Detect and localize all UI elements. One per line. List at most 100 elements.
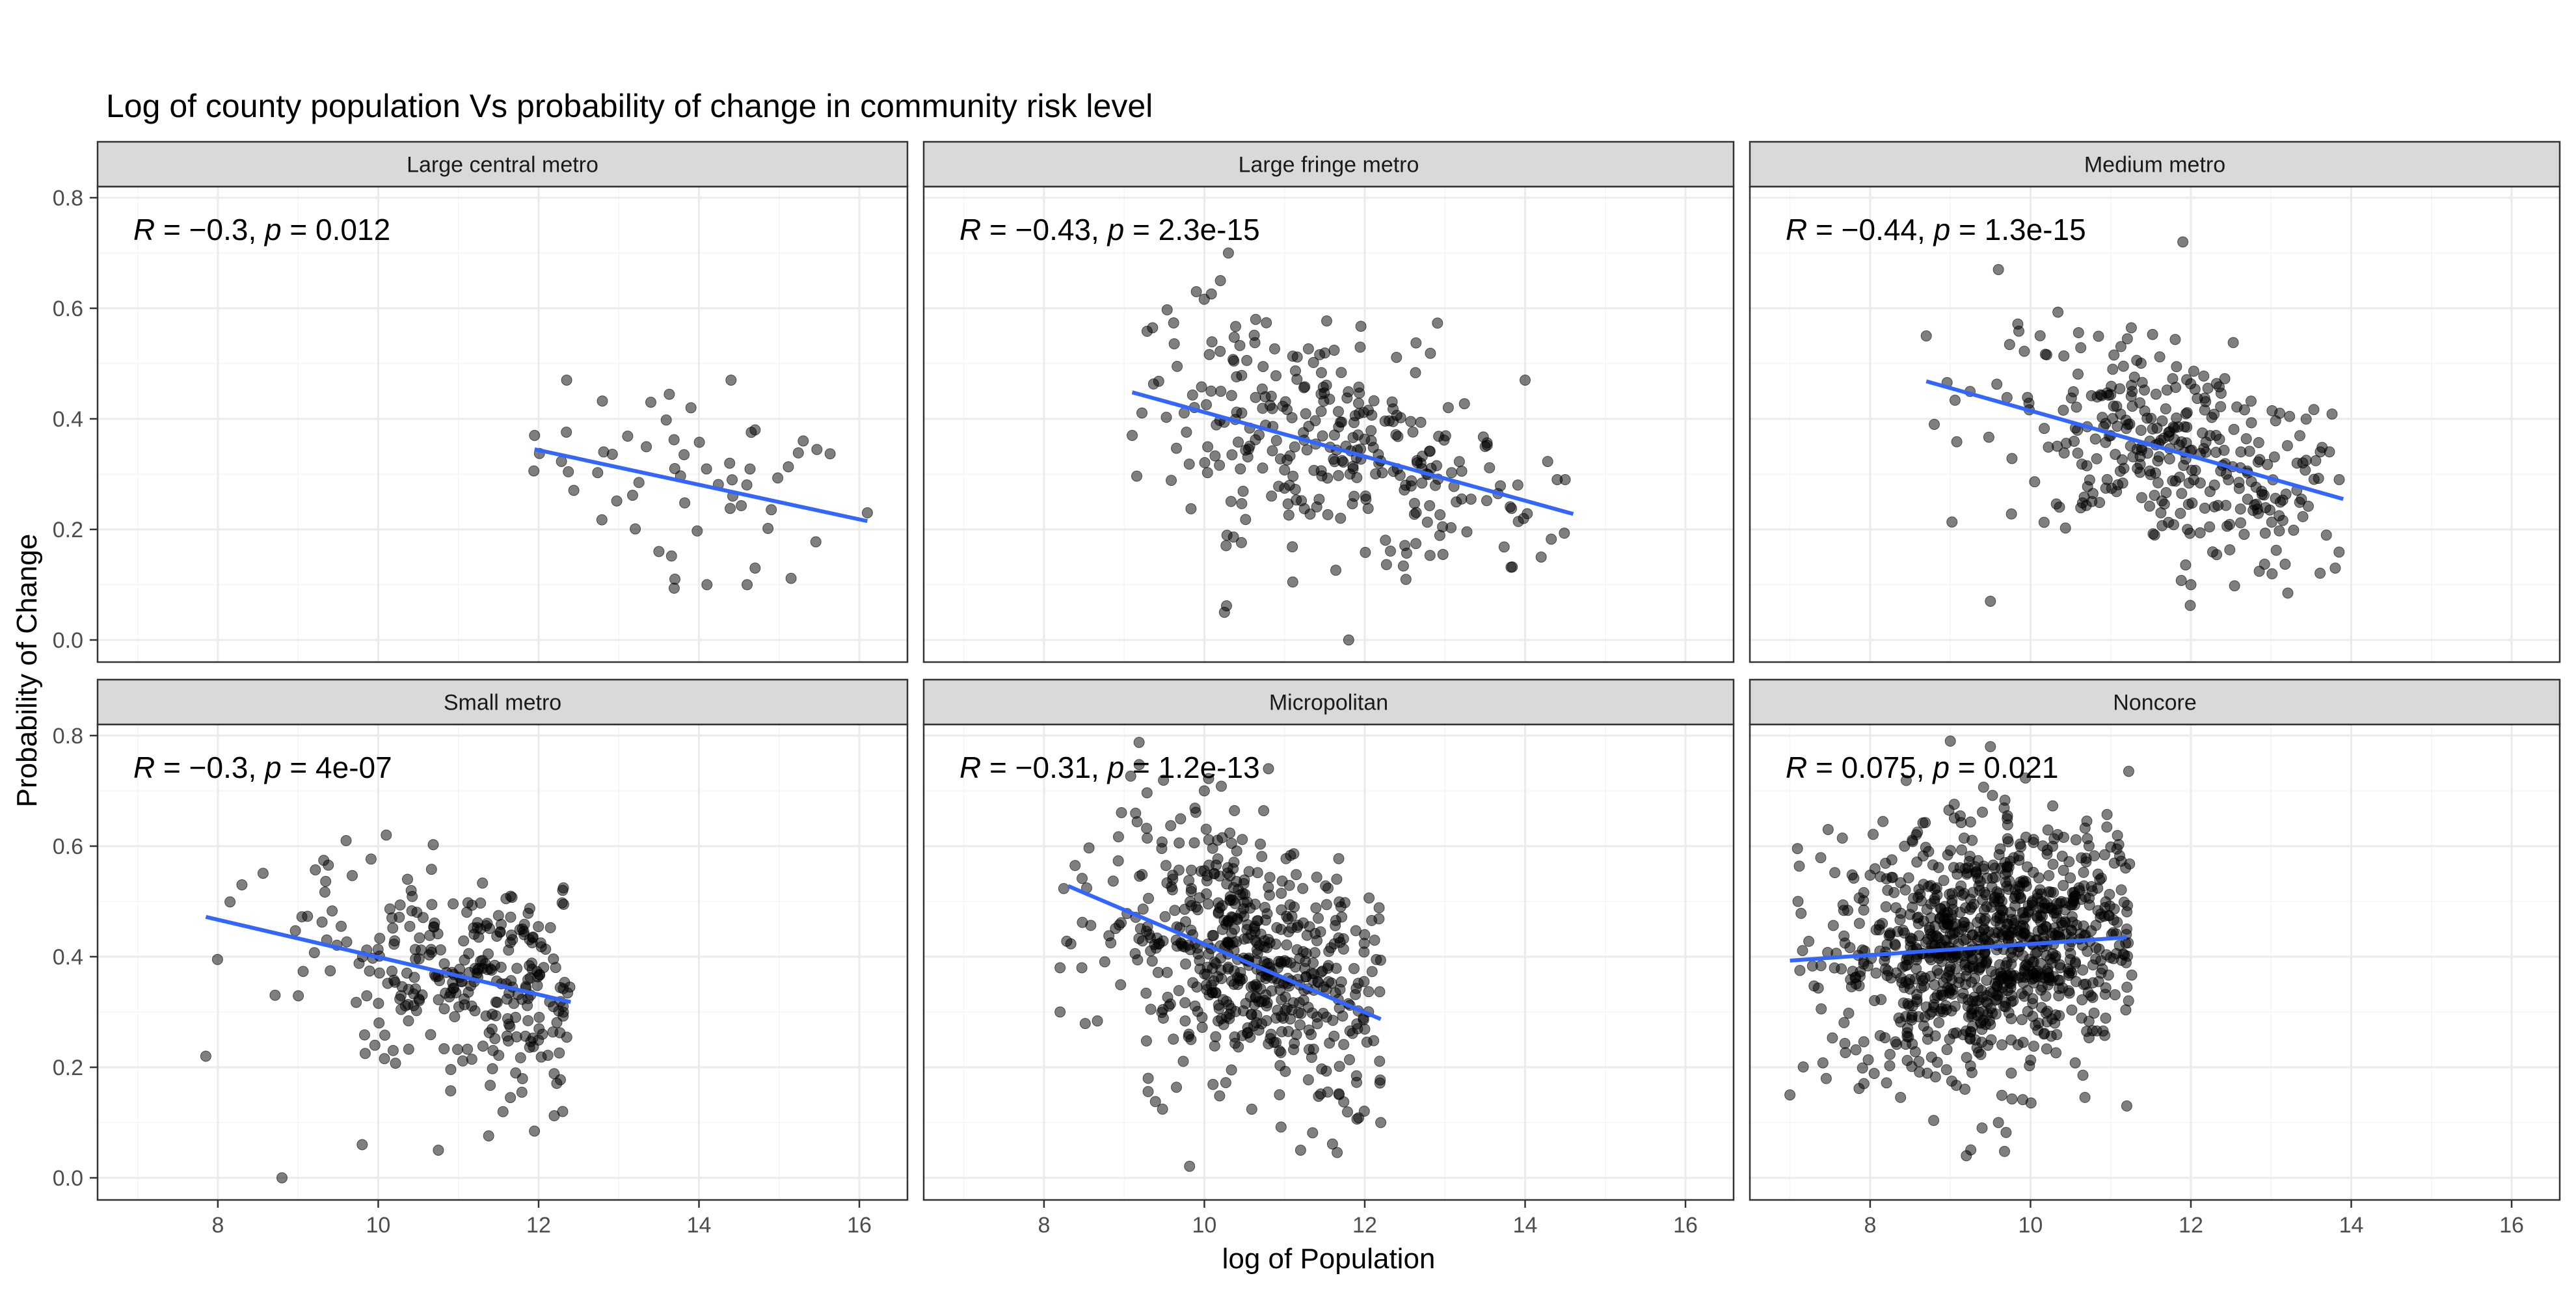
data-point	[772, 472, 784, 484]
data-point	[1304, 509, 1316, 520]
data-point	[2069, 1057, 2081, 1069]
data-point	[463, 948, 475, 959]
y-axis-title: Probability of Change	[11, 534, 43, 808]
data-point	[2181, 407, 2193, 418]
data-point	[2294, 430, 2305, 442]
data-point	[1307, 1127, 1319, 1139]
regression-line	[205, 914, 571, 1004]
data-point	[2004, 339, 2015, 351]
data-point	[1226, 449, 1238, 460]
data-point	[1836, 963, 1847, 975]
data-point	[2120, 1004, 2132, 1016]
data-point	[1061, 935, 1073, 947]
data-point	[2101, 821, 2113, 833]
data-point	[2185, 579, 2197, 591]
data-point	[1133, 759, 1145, 771]
facet-strip	[922, 140, 1735, 188]
data-point	[533, 921, 544, 933]
data-point	[2300, 413, 2312, 425]
data-point	[2150, 388, 2162, 400]
data-point	[1201, 888, 1213, 899]
data-point	[2103, 910, 2115, 922]
data-point	[373, 967, 385, 979]
data-point	[1484, 462, 1496, 473]
data-point	[2182, 499, 2194, 510]
data-point	[701, 579, 713, 591]
data-point	[1149, 1096, 1161, 1108]
data-point	[413, 993, 425, 1005]
data-point	[448, 898, 459, 910]
data-point	[1873, 924, 1885, 936]
data-point	[1409, 498, 1420, 509]
data-point	[1285, 1013, 1296, 1025]
data-point	[1815, 852, 1827, 864]
data-point	[500, 893, 512, 905]
data-point	[1300, 408, 1311, 419]
data-point	[749, 563, 761, 574]
data-point	[1888, 886, 1900, 898]
data-point	[1431, 460, 1442, 472]
data-point	[2125, 322, 2137, 334]
data-point	[1310, 902, 1322, 914]
data-point	[2035, 909, 2046, 921]
data-point	[2006, 990, 2017, 1002]
data-point	[2228, 423, 2240, 435]
data-point	[1240, 514, 1252, 526]
data-point	[1373, 902, 1385, 914]
data-point	[766, 504, 777, 516]
data-point	[2042, 824, 2054, 836]
data-point	[1166, 881, 1177, 892]
data-point	[515, 1052, 526, 1063]
data-point	[2076, 994, 2088, 1005]
data-point	[2185, 378, 2197, 390]
data-point	[520, 1030, 531, 1042]
data-point	[2107, 364, 2119, 375]
facet-strip	[1749, 678, 2561, 726]
data-point	[1092, 1015, 1103, 1027]
data-point	[2058, 405, 2069, 416]
data-point	[2052, 306, 2064, 318]
data-point	[2070, 834, 2082, 845]
data-point	[2229, 580, 2240, 592]
data-point	[1181, 427, 1192, 438]
data-point	[2240, 433, 2252, 445]
data-point	[1881, 938, 1893, 950]
data-point	[1927, 859, 1939, 871]
data-point	[425, 1029, 436, 1041]
data-point	[2313, 473, 2324, 484]
data-point	[1520, 375, 1531, 386]
data-point	[1424, 500, 1436, 511]
data-point	[1944, 961, 1956, 972]
data-point	[1353, 381, 1365, 393]
data-point	[1224, 827, 1236, 839]
data-point	[1196, 381, 1207, 393]
data-point	[1940, 1064, 1952, 1076]
data-point	[2006, 453, 2018, 464]
data-point	[2015, 930, 2027, 942]
data-point	[1209, 1040, 1220, 1052]
data-point	[447, 977, 459, 989]
data-point	[533, 1023, 545, 1035]
data-point	[2109, 989, 2121, 1000]
data-point	[1366, 966, 1378, 978]
data-point	[224, 896, 236, 908]
data-point	[1446, 467, 1457, 479]
data-point	[1315, 406, 1327, 417]
data-point	[2131, 354, 2143, 366]
data-point	[1263, 881, 1274, 893]
data-point	[1085, 920, 1097, 931]
data-point	[1817, 1057, 1829, 1069]
data-point	[1812, 982, 1824, 994]
data-point	[1279, 483, 1291, 494]
data-point	[1858, 904, 1870, 916]
data-point	[387, 1045, 399, 1056]
data-point	[483, 1130, 494, 1141]
data-point	[1341, 392, 1353, 404]
data-point	[2154, 351, 2166, 363]
data-point	[1974, 931, 1985, 943]
data-point	[1160, 860, 1172, 872]
data-point	[1395, 412, 1406, 423]
data-point	[1175, 813, 1187, 825]
data-point	[2126, 969, 2138, 981]
data-point	[289, 925, 301, 937]
